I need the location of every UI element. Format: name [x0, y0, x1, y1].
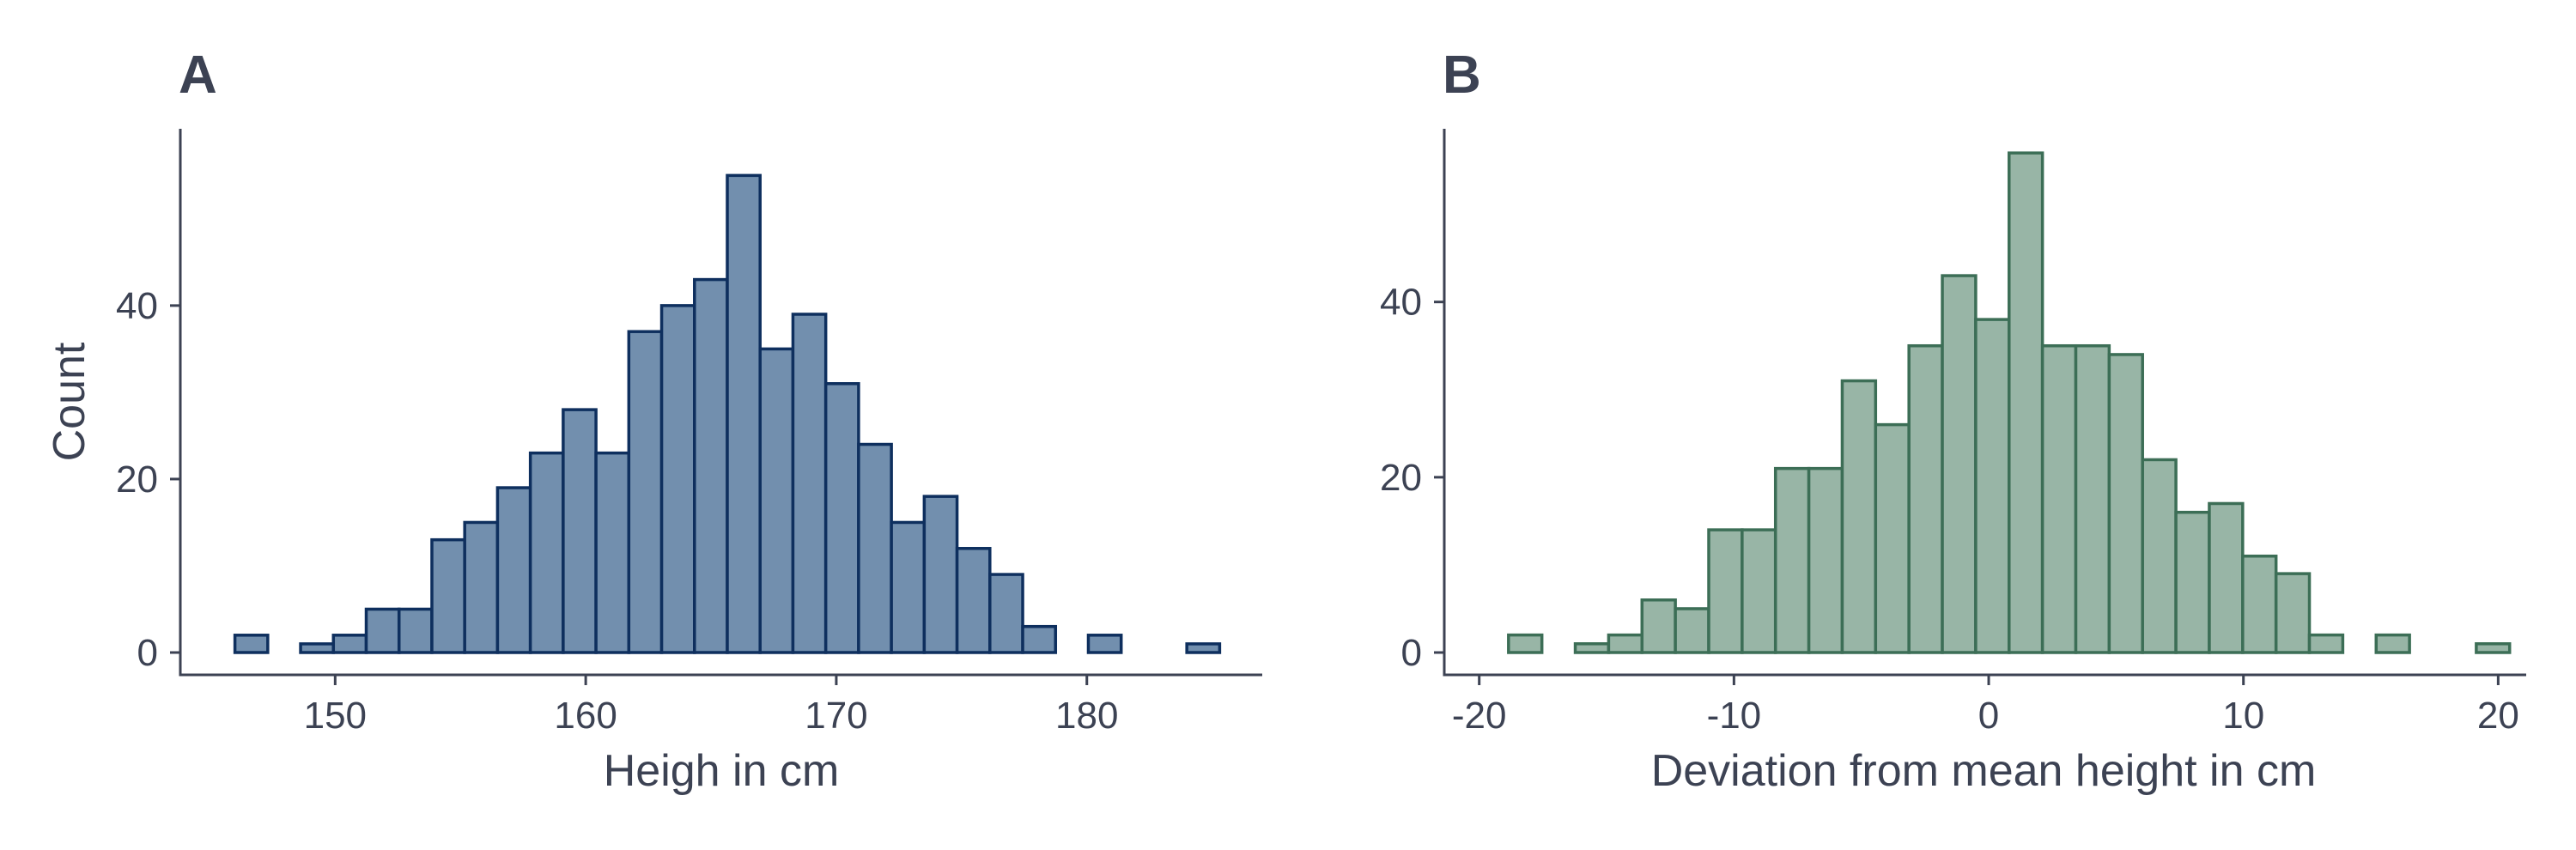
- panel-a-axes: [179, 129, 1262, 677]
- panel-b: B Deviation from mean height in cm 0 20 40…: [1380, 46, 2526, 796]
- panel-b-histogram-bar: [1974, 318, 2011, 654]
- panel-b-histogram-bar: [1741, 528, 1777, 654]
- panel-a-histogram-bar: [397, 607, 434, 654]
- panel-b-y-tick-label: 20: [1380, 457, 1422, 499]
- panel-b-histogram-bar: [2008, 151, 2044, 654]
- panel-a-histogram-bar: [693, 277, 729, 654]
- panel-a-x-tick-label: 160: [554, 695, 617, 737]
- panel-b-histogram-bar: [1907, 343, 1944, 654]
- panel-b-histogram-bar: [2475, 642, 2512, 654]
- panel-a-y-tick-label: 0: [137, 632, 158, 674]
- panel-b-histogram-bar: [1640, 598, 1677, 654]
- panel-b-x-tick-label: 10: [2222, 695, 2264, 737]
- panel-b-y-tick-label: 0: [1401, 632, 1422, 674]
- panel-a-histogram-bar: [299, 642, 336, 654]
- panel-a-histogram-bar: [1086, 634, 1123, 654]
- panel-b-y-tick-label: 40: [1380, 282, 1422, 324]
- panel-a-histogram-bar: [495, 486, 532, 654]
- panel-b-histogram-bar: [2241, 554, 2278, 654]
- panel-a-x-tick-label: 170: [805, 695, 867, 737]
- panel-a-histogram-bar: [331, 634, 368, 654]
- panel-b-histogram-bar: [1507, 633, 1544, 654]
- panel-b-histogram-bar: [2274, 572, 2312, 654]
- panel-a-y-axis-title: Count: [45, 342, 94, 461]
- panel-a-histogram-bar: [922, 495, 959, 654]
- panel-a-y-tick-label: 20: [116, 458, 158, 501]
- panel-b-histogram-bar: [2208, 501, 2245, 654]
- panel-b-histogram-bar: [1607, 633, 1644, 654]
- panel-a-histogram-bar: [791, 313, 828, 654]
- panel-b-histogram-bar: [2374, 633, 2411, 654]
- panel-b-histogram-bar: [1674, 607, 1710, 654]
- panel-a-histogram-bar: [823, 382, 860, 654]
- panel-a-histogram-bar: [659, 304, 696, 654]
- panel-a-histogram-bar: [528, 451, 565, 654]
- panel-b-histogram-bar: [2307, 633, 2345, 654]
- panel-b-histogram-bar: [2040, 343, 2078, 654]
- panel-a-histogram-bar: [562, 408, 598, 654]
- panel-a-histogram-bar: [233, 634, 270, 654]
- panel-a-histogram-bar: [463, 520, 500, 654]
- panel-b-histogram-bar: [1773, 466, 1811, 654]
- panel-b-x-tick-label: -10: [1707, 695, 1762, 737]
- panel-a-histogram-bar: [726, 173, 762, 654]
- panel-b-histogram-bar: [1807, 466, 1844, 654]
- panel-a-x-tick-label: 180: [1055, 695, 1118, 737]
- panel-a-histogram-bar: [758, 347, 795, 654]
- panel-a: A Count Heigh in cm 0 20 40 150 160 170 180: [45, 46, 1262, 796]
- panel-b-histogram-bar: [2107, 353, 2144, 654]
- panel-b-histogram-bar: [1573, 642, 1611, 654]
- panel-a-histogram-bar: [364, 607, 401, 654]
- panel-b-x-tick-label: 20: [2477, 695, 2519, 737]
- panel-a-tag: A: [179, 46, 217, 105]
- panel-a-histogram-bar: [594, 451, 631, 654]
- panel-a-histogram-bar: [1185, 642, 1222, 654]
- panel-a-y-tick-label: 40: [116, 285, 158, 327]
- panel-b-histogram-bar: [1941, 274, 1978, 654]
- panel-a-histogram-bar: [1021, 624, 1058, 654]
- panel-a-histogram-bar: [988, 573, 1024, 654]
- panel-a-histogram-bar: [955, 547, 992, 654]
- panel-b-histogram-bar: [1707, 528, 1744, 654]
- panel-b-tag: B: [1443, 46, 1481, 105]
- panel-b-x-tick-label: -20: [1452, 695, 1507, 737]
- panel-b-histogram-bar: [2074, 343, 2111, 654]
- panel-a-histogram-bar: [890, 520, 927, 654]
- panel-b-x-axis-title: Deviation from mean height in cm: [1651, 746, 2317, 796]
- panel-b-histogram-bar: [2141, 458, 2178, 654]
- panel-b-x-tick-label: 0: [1978, 695, 1999, 737]
- panel-b-axes: [1443, 129, 2526, 677]
- panel-b-histogram-bar: [2174, 510, 2211, 654]
- panel-a-histogram-bar: [627, 330, 664, 654]
- panel-a-histogram-bar: [430, 537, 466, 654]
- panel-a-x-axis-title: Heigh in cm: [604, 746, 840, 796]
- panel-b-histogram-bar: [1840, 379, 1878, 654]
- panel-b-histogram-bar: [1874, 422, 1911, 654]
- panel-a-histogram-bar: [857, 442, 893, 654]
- panel-a-x-tick-label: 150: [304, 695, 367, 737]
